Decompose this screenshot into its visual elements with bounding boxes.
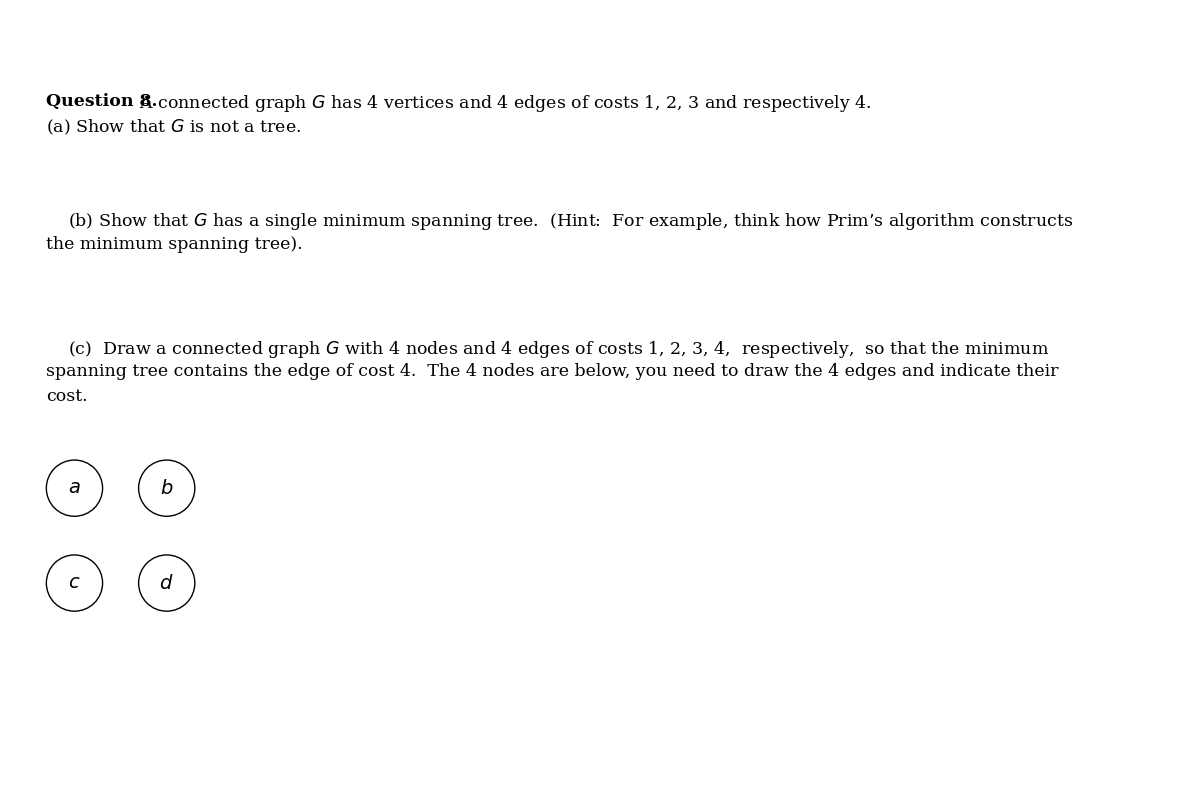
Text: A connected graph $G$ has 4 vertices and 4 edges of costs 1, 2, 3 and respective: A connected graph $G$ has 4 vertices and…: [134, 93, 872, 114]
Text: spanning tree contains the edge of cost 4.  The 4 nodes are below, you need to d: spanning tree contains the edge of cost …: [47, 363, 1058, 381]
Text: (b) Show that $G$ has a single minimum spanning tree.  (Hint:  For example, thin: (b) Show that $G$ has a single minimum s…: [47, 212, 1074, 233]
Text: Question 8.: Question 8.: [47, 93, 158, 109]
Text: the minimum spanning tree).: the minimum spanning tree).: [47, 236, 302, 253]
Text: (a) Show that $G$ is not a tree.: (a) Show that $G$ is not a tree.: [47, 118, 301, 137]
Text: $\mathit{c}$: $\mathit{c}$: [68, 574, 80, 592]
Text: (c)  Draw a connected graph $G$ with 4 nodes and 4 edges of costs 1, 2, 3, 4,  r: (c) Draw a connected graph $G$ with 4 no…: [47, 339, 1050, 360]
Text: $\mathit{b}$: $\mathit{b}$: [160, 479, 174, 497]
Text: $\mathit{a}$: $\mathit{a}$: [68, 479, 80, 497]
Text: $\mathit{d}$: $\mathit{d}$: [160, 574, 174, 592]
Text: cost.: cost.: [47, 388, 88, 405]
